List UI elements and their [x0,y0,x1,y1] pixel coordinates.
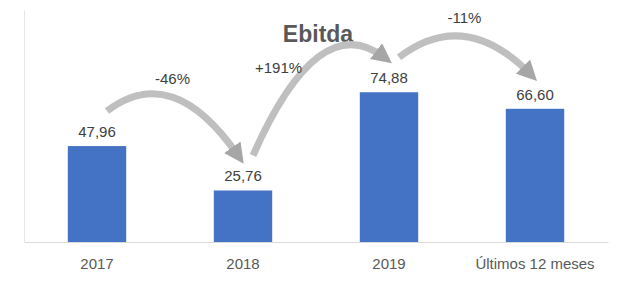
annotation: -11% [448,9,482,26]
bar [214,190,272,242]
x-tick: 2019 [372,242,405,272]
data-label: 25,76 [224,167,262,184]
annotations: -46% +191% -11% [107,9,530,155]
bar [68,146,126,242]
arrow [253,45,384,156]
annotation: +191% [255,59,302,76]
y-axis [24,11,25,243]
bar [506,109,564,242]
arrow [399,36,530,74]
x-tick: 2018 [226,242,259,272]
x-axis-line [25,242,609,243]
data-labels: 47,96 25,76 74,88 66,60 [78,69,554,184]
bars [68,92,564,242]
x-tick: Últimos 12 meses [475,242,594,272]
data-label: 47,96 [78,123,116,140]
x-tick-label: 2019 [372,255,405,272]
y-axis-line [24,11,25,243]
chart: 201720182019Últimos 12 mesesEbitda47,962… [0,0,636,305]
x-tick-label: 2017 [80,255,113,272]
data-label: 66,60 [516,86,554,103]
arrow [107,94,238,156]
x-tick-label: 2018 [226,255,259,272]
x-tick-label: Últimos 12 meses [475,255,594,272]
data-label: 74,88 [370,69,408,86]
bar [360,92,418,242]
x-tick: 2017 [80,242,113,272]
x-axis: 2017 2018 2019 Últimos 12 meses [25,242,609,272]
annotation: -46% [155,70,190,87]
